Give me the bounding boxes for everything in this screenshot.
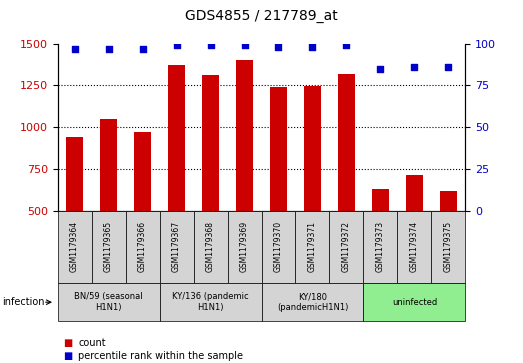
Text: GSM1179368: GSM1179368 xyxy=(206,221,215,272)
Point xyxy=(343,42,351,48)
Text: KY/180
(pandemicH1N1): KY/180 (pandemicH1N1) xyxy=(277,293,348,312)
Text: GSM1179364: GSM1179364 xyxy=(70,221,79,272)
Point xyxy=(411,64,419,70)
Text: GSM1179365: GSM1179365 xyxy=(104,221,113,272)
Text: GSM1179375: GSM1179375 xyxy=(444,221,453,272)
Text: GSM1179366: GSM1179366 xyxy=(138,221,147,272)
Point xyxy=(206,42,215,48)
Bar xyxy=(202,75,219,294)
Point xyxy=(241,42,249,48)
Text: count: count xyxy=(78,338,106,348)
Bar xyxy=(236,60,253,294)
Point xyxy=(70,46,78,52)
Bar xyxy=(168,65,185,294)
Text: GDS4855 / 217789_at: GDS4855 / 217789_at xyxy=(185,9,338,23)
Point xyxy=(275,44,283,50)
Bar xyxy=(134,132,151,294)
Text: KY/136 (pandemic
H1N1): KY/136 (pandemic H1N1) xyxy=(172,293,249,312)
Bar xyxy=(100,119,117,294)
Bar xyxy=(304,86,321,294)
Bar xyxy=(440,191,457,294)
Bar xyxy=(372,189,389,294)
Bar xyxy=(270,87,287,294)
Point xyxy=(377,66,385,72)
Text: GSM1179370: GSM1179370 xyxy=(274,221,283,272)
Point xyxy=(309,44,317,50)
Text: ■: ■ xyxy=(63,338,72,348)
Text: GSM1179374: GSM1179374 xyxy=(410,221,419,272)
Text: GSM1179371: GSM1179371 xyxy=(308,221,317,272)
Bar xyxy=(338,74,355,294)
Text: GSM1179372: GSM1179372 xyxy=(342,221,351,272)
Point xyxy=(445,64,453,70)
Point xyxy=(173,42,181,48)
Text: percentile rank within the sample: percentile rank within the sample xyxy=(78,351,243,361)
Bar xyxy=(66,137,83,294)
Bar xyxy=(406,175,423,294)
Text: BN/59 (seasonal
H1N1): BN/59 (seasonal H1N1) xyxy=(74,293,143,312)
Text: GSM1179373: GSM1179373 xyxy=(376,221,385,272)
Point xyxy=(138,46,146,52)
Text: GSM1179367: GSM1179367 xyxy=(172,221,181,272)
Point xyxy=(105,46,113,52)
Text: GSM1179369: GSM1179369 xyxy=(240,221,249,272)
Text: ■: ■ xyxy=(63,351,72,361)
Text: uninfected: uninfected xyxy=(392,298,437,307)
Text: infection: infection xyxy=(3,297,45,307)
